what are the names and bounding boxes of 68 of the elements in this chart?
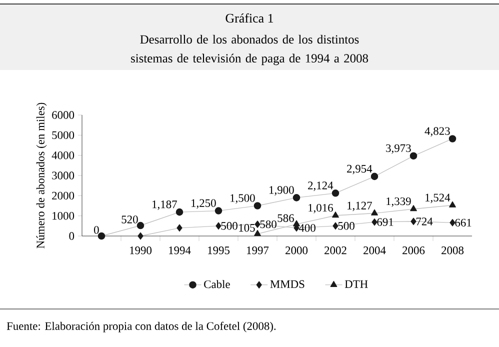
point <box>449 201 456 208</box>
data-label: 1,524 <box>426 194 450 204</box>
data-label: 724 <box>416 218 433 226</box>
data-label: 1,016 <box>308 204 333 214</box>
point <box>254 202 262 210</box>
point <box>176 224 182 232</box>
point <box>370 172 378 180</box>
point <box>450 219 456 226</box>
point <box>214 207 222 214</box>
data-label: 661 <box>455 218 472 227</box>
data-label: 2,124 <box>308 182 334 191</box>
y-tick-label: 2000 <box>52 192 74 200</box>
data-label: 0 <box>94 226 99 234</box>
data-label: 400 <box>298 224 316 232</box>
y-tick-label: 4000 <box>52 151 74 160</box>
data-label: 105 <box>239 224 255 232</box>
x-tick-label: 2004 <box>364 246 386 254</box>
point <box>332 190 340 197</box>
point <box>254 230 261 236</box>
point <box>216 222 222 230</box>
x-tick-label: 2000 <box>286 246 308 254</box>
x-tick-label: 1990 <box>130 246 152 254</box>
y-tick-label: 0 <box>69 232 74 240</box>
chart-subtitle: Desarrollo de los abonados de los distintos sistemas de televisión de paga de 1994 a 2008 <box>131 34 368 66</box>
x-tick-label: 2006 <box>402 246 425 254</box>
data-label: 1,127 <box>348 202 372 212</box>
x-tick-label: 2008 <box>442 246 464 254</box>
point <box>176 208 184 216</box>
point <box>372 218 378 226</box>
data-label: 1,339 <box>386 197 411 207</box>
data-label: 520 <box>122 216 138 224</box>
data-label: 1,900 <box>270 186 294 196</box>
data-label: 2,954 <box>347 164 372 174</box>
legend-label: DTH <box>344 280 368 288</box>
data-label: 1,187 <box>152 200 177 210</box>
data-label: 4,823 <box>424 127 450 137</box>
x-tick-label: 1995 <box>208 246 230 254</box>
point <box>332 222 338 230</box>
legend-label: MMDS <box>270 280 304 288</box>
point <box>371 209 378 216</box>
y-tick-label: 6000 <box>52 111 74 119</box>
y-tick-label: 1000 <box>52 212 74 220</box>
y-tick-label: 3000 <box>52 172 74 180</box>
point <box>98 232 106 240</box>
point <box>448 135 456 142</box>
data-label: 586 <box>278 214 294 222</box>
point <box>410 218 416 226</box>
data-label: 1,500 <box>230 194 255 204</box>
point <box>410 205 417 212</box>
x-tick-label: 1997 <box>247 246 269 254</box>
data-label: 500 <box>221 222 238 230</box>
point <box>410 152 418 160</box>
data-label: 1,250 <box>192 199 216 209</box>
data-label: 580 <box>260 220 276 228</box>
x-tick-label: 1994 <box>169 246 191 254</box>
legend-label: Cable <box>204 280 230 288</box>
point <box>332 212 339 218</box>
data-label: 691 <box>377 218 394 226</box>
chart-title: Gráfica 1 <box>226 13 274 23</box>
y-axis-title: Número de abonados (en miles) <box>36 102 47 248</box>
data-label: 500 <box>338 222 354 230</box>
point <box>136 222 144 230</box>
data-label: 3,973 <box>386 144 411 154</box>
point <box>138 232 144 240</box>
source-note: Fuente: Elaboración propia con datos de la Cofetel (2008). <box>6 322 276 332</box>
point <box>292 194 300 202</box>
y-tick-label: 5000 <box>52 131 74 140</box>
x-tick-label: 2002 <box>324 246 346 254</box>
